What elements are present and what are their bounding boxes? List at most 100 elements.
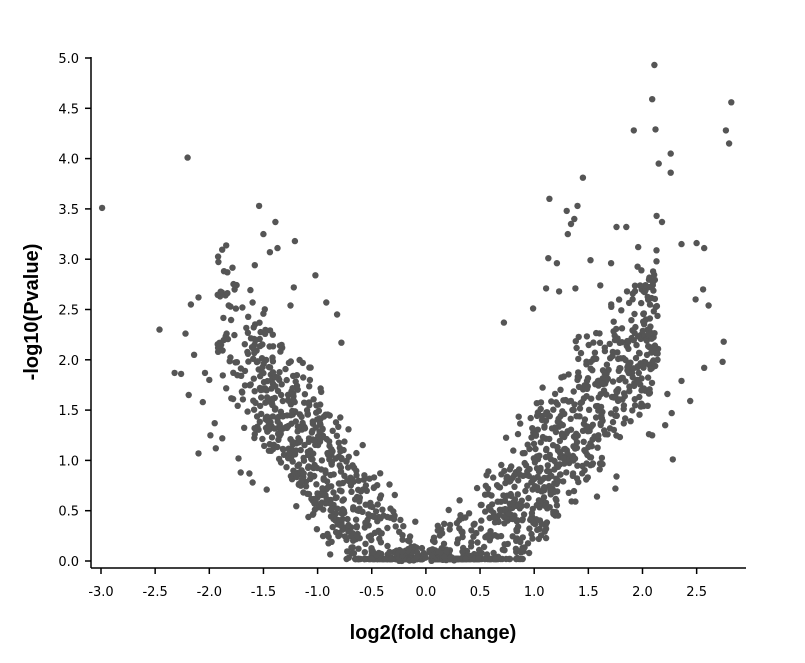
data-point — [269, 413, 277, 420]
data-point — [548, 398, 555, 405]
data-point — [349, 544, 356, 551]
data-point — [485, 491, 492, 498]
y-tick-label: 2.5 — [58, 304, 79, 319]
data-point — [577, 349, 585, 357]
data-point — [317, 385, 324, 392]
data-point — [391, 491, 398, 499]
data-point — [250, 375, 257, 382]
data-point — [525, 549, 533, 557]
data-point — [474, 539, 481, 546]
data-point — [701, 244, 708, 252]
data-point — [361, 524, 368, 531]
y-tick-label: 1.5 — [58, 404, 79, 419]
data-point — [501, 547, 508, 554]
data-point — [587, 358, 594, 365]
data-point — [260, 378, 268, 386]
data-point — [631, 396, 638, 403]
data-point — [473, 529, 480, 537]
data-point — [456, 497, 463, 504]
data-point — [377, 539, 385, 546]
data-point — [231, 286, 238, 293]
data-point — [514, 554, 521, 562]
data-point — [98, 204, 106, 212]
data-point — [318, 491, 326, 499]
data-point — [500, 319, 508, 326]
data-point — [589, 460, 597, 467]
data-point — [278, 341, 285, 349]
data-point — [687, 397, 694, 405]
data-point — [668, 409, 675, 417]
data-point — [232, 359, 239, 366]
data-point — [612, 412, 619, 419]
data-point — [491, 519, 499, 526]
data-point — [473, 484, 481, 492]
data-point — [547, 486, 554, 493]
data-point — [283, 424, 291, 432]
data-point — [302, 483, 310, 490]
data-point — [583, 385, 591, 392]
data-point — [652, 362, 659, 370]
data-point — [309, 456, 316, 463]
data-point — [563, 207, 570, 215]
data-point — [616, 376, 623, 384]
data-point — [337, 522, 344, 529]
data-point — [592, 414, 600, 421]
data-point — [514, 491, 521, 498]
data-point — [214, 291, 221, 298]
data-point — [255, 202, 263, 210]
data-point — [265, 363, 273, 371]
data-point — [232, 305, 240, 312]
data-point — [625, 369, 632, 377]
data-point — [509, 533, 516, 540]
data-point — [301, 391, 309, 398]
data-point — [548, 472, 555, 480]
data-point — [529, 425, 536, 432]
data-point — [498, 461, 505, 469]
data-point — [234, 372, 241, 379]
data-point — [596, 466, 603, 473]
data-point — [328, 461, 335, 468]
data-point — [341, 438, 348, 445]
data-point — [503, 475, 510, 482]
data-point — [318, 457, 326, 464]
data-point — [283, 464, 290, 471]
data-point — [310, 450, 317, 457]
data-point — [263, 394, 271, 401]
data-point — [561, 460, 568, 467]
data-point — [278, 391, 285, 399]
data-point — [377, 470, 384, 477]
data-point — [595, 394, 602, 401]
data-point — [274, 443, 281, 451]
data-point — [156, 326, 163, 333]
data-point — [447, 554, 454, 561]
data-point — [228, 395, 235, 402]
data-point — [498, 471, 505, 478]
data-point — [601, 370, 608, 377]
data-point — [428, 552, 435, 559]
data-point — [301, 399, 308, 406]
data-point — [539, 384, 546, 391]
data-point — [528, 510, 536, 517]
data-point — [335, 480, 343, 487]
data-point — [536, 452, 543, 459]
data-point — [234, 402, 241, 409]
y-tick-label: 2.0 — [58, 354, 79, 369]
data-point — [322, 469, 329, 477]
data-point — [540, 494, 548, 501]
data-point — [570, 487, 578, 495]
data-point — [337, 448, 344, 455]
data-point — [446, 526, 453, 533]
data-point — [316, 438, 324, 445]
data-point — [637, 403, 644, 410]
data-point — [237, 365, 245, 372]
data-point — [251, 434, 258, 442]
data-point — [276, 369, 283, 376]
data-point — [325, 540, 332, 547]
data-point — [260, 360, 267, 367]
data-point — [599, 460, 606, 468]
data-point — [441, 520, 448, 527]
data-point — [662, 422, 669, 429]
data-point — [356, 494, 363, 501]
data-point — [529, 535, 536, 542]
data-point — [612, 406, 619, 413]
